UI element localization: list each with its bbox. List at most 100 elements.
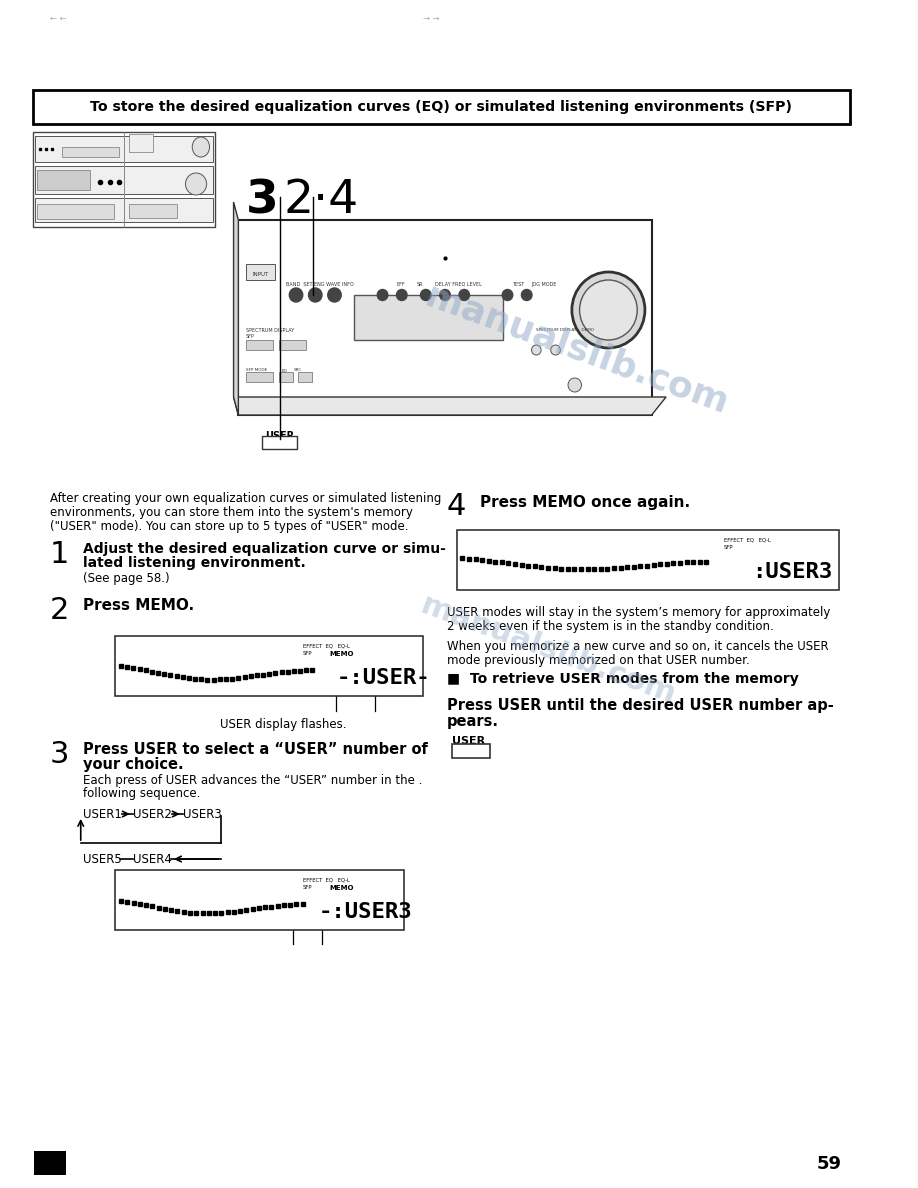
Text: manualslib.com: manualslib.com <box>416 590 679 709</box>
Text: After creating your own equalization curves or simulated listening: After creating your own equalization cur… <box>50 492 442 505</box>
Text: SR: SR <box>416 282 422 287</box>
Text: ("USER" mode). You can store up to 5 types of "USER" mode.: ("USER" mode). You can store up to 5 typ… <box>50 520 409 533</box>
Text: Press MEMO once again.: Press MEMO once again. <box>479 495 689 510</box>
Text: USER4: USER4 <box>132 853 172 866</box>
Bar <box>35 166 213 194</box>
Text: SFP: SFP <box>246 334 255 339</box>
Text: MEMO indicator lights.: MEMO indicator lights. <box>280 638 413 651</box>
Text: pears.: pears. <box>447 714 498 729</box>
Bar <box>129 134 152 152</box>
Text: TEST: TEST <box>512 282 524 287</box>
Text: 3: 3 <box>246 178 279 223</box>
Text: ■  To retrieve USER modes from the memory: ■ To retrieve USER modes from the memory <box>447 672 799 685</box>
Text: → →: → → <box>423 14 440 23</box>
Text: manualslib.com: manualslib.com <box>420 279 733 421</box>
Text: USER display flashes.: USER display flashes. <box>220 718 347 731</box>
Text: BAND  SET ENG WAVE INFO: BAND SET ENG WAVE INFO <box>286 282 354 287</box>
Text: SPECTRUM DISPLAY    DEMO: SPECTRUM DISPLAY DEMO <box>536 328 594 331</box>
Circle shape <box>572 272 645 348</box>
Bar <box>246 340 273 350</box>
Bar <box>38 170 90 190</box>
Bar <box>38 204 115 219</box>
Text: 2: 2 <box>50 596 70 625</box>
Bar <box>62 147 119 157</box>
Circle shape <box>502 290 513 301</box>
Circle shape <box>521 290 532 301</box>
Text: :USER3: :USER3 <box>753 562 833 582</box>
Bar <box>35 135 213 162</box>
Text: your choice.: your choice. <box>83 757 184 772</box>
Bar <box>279 372 293 383</box>
Text: USER modes will stay in the system’s memory for approximately: USER modes will stay in the system’s mem… <box>447 606 830 619</box>
Circle shape <box>289 287 303 302</box>
Bar <box>246 372 273 383</box>
Bar <box>116 870 404 930</box>
Circle shape <box>579 280 637 340</box>
Text: Press USER until the desired USER number ap-: Press USER until the desired USER number… <box>447 699 834 713</box>
Text: USER5: USER5 <box>83 853 121 866</box>
Text: JOG MODE: JOG MODE <box>532 282 557 287</box>
Bar <box>33 90 850 124</box>
Circle shape <box>459 290 469 301</box>
Text: lated listening environment.: lated listening environment. <box>83 556 306 570</box>
Bar <box>279 340 306 350</box>
Circle shape <box>420 290 431 301</box>
Circle shape <box>440 290 451 301</box>
Text: MEMO: MEMO <box>330 885 354 891</box>
Text: environments, you can store them into the system's memory: environments, you can store them into th… <box>50 506 413 519</box>
Text: To store the desired equalization curves (EQ) or simulated listening environment: To store the desired equalization curves… <box>90 100 792 114</box>
Polygon shape <box>233 202 239 415</box>
Bar <box>263 436 297 449</box>
Text: Press MEMO.: Press MEMO. <box>83 598 194 613</box>
Text: (See page 58.): (See page 58.) <box>83 571 169 584</box>
Circle shape <box>328 287 341 302</box>
Bar <box>116 636 423 696</box>
Text: USER2: USER2 <box>132 808 172 821</box>
Text: Adjust the desired equalization curve or simu-: Adjust the desired equalization curve or… <box>83 542 445 556</box>
Text: mode previously memorized on that USER number.: mode previously memorized on that USER n… <box>447 655 750 666</box>
Text: 1: 1 <box>50 541 70 569</box>
Circle shape <box>308 287 322 302</box>
Circle shape <box>551 345 560 355</box>
Text: EFFECT  EQ   EQ-L: EFFECT EQ EQ-L <box>303 878 350 883</box>
Bar <box>456 530 839 590</box>
Text: Press USER to select a “USER” number of: Press USER to select a “USER” number of <box>83 742 428 757</box>
Text: EFF: EFF <box>397 282 406 287</box>
Circle shape <box>377 290 387 301</box>
Bar <box>34 1151 66 1175</box>
Bar <box>298 372 312 383</box>
Text: MEMO: MEMO <box>330 651 354 657</box>
Text: ← ←: ← ← <box>50 14 67 23</box>
Text: 2 weeks even if the system is in the standby condition.: 2 weeks even if the system is in the sta… <box>447 620 774 633</box>
Text: 2·4: 2·4 <box>284 178 359 223</box>
Bar <box>35 198 213 222</box>
Ellipse shape <box>185 173 207 195</box>
Polygon shape <box>233 397 666 415</box>
Text: When you memorize a new curve and so on, it cancels the USER: When you memorize a new curve and so on,… <box>447 640 829 653</box>
Circle shape <box>532 345 541 355</box>
Text: following sequence.: following sequence. <box>83 786 200 800</box>
Ellipse shape <box>192 137 209 157</box>
Text: DELAY FREQ LEVEL: DELAY FREQ LEVEL <box>435 282 482 287</box>
Bar <box>353 295 503 340</box>
Bar <box>129 204 177 219</box>
Circle shape <box>397 290 407 301</box>
Bar <box>246 264 274 280</box>
Text: USER1: USER1 <box>83 808 121 821</box>
Circle shape <box>568 378 581 392</box>
Text: SRC: SRC <box>294 368 302 372</box>
Text: SFP: SFP <box>723 545 733 550</box>
Text: USER3: USER3 <box>183 808 221 821</box>
Text: SPECTRUM DISPLAY: SPECTRUM DISPLAY <box>246 328 295 333</box>
Text: -:USER3: -:USER3 <box>319 902 413 922</box>
Text: 4: 4 <box>447 492 466 522</box>
Text: 3: 3 <box>50 740 70 769</box>
Bar <box>33 132 216 227</box>
Text: SFP: SFP <box>303 885 312 890</box>
Bar <box>239 220 652 415</box>
Text: Each press of USER advances the “USER” number in the .: Each press of USER advances the “USER” n… <box>83 775 422 786</box>
Text: 59: 59 <box>817 1155 842 1173</box>
Text: EQ: EQ <box>282 368 287 372</box>
Text: EFFECT  EQ   EQ-L: EFFECT EQ EQ-L <box>723 538 770 543</box>
Text: SFP: SFP <box>303 651 312 656</box>
